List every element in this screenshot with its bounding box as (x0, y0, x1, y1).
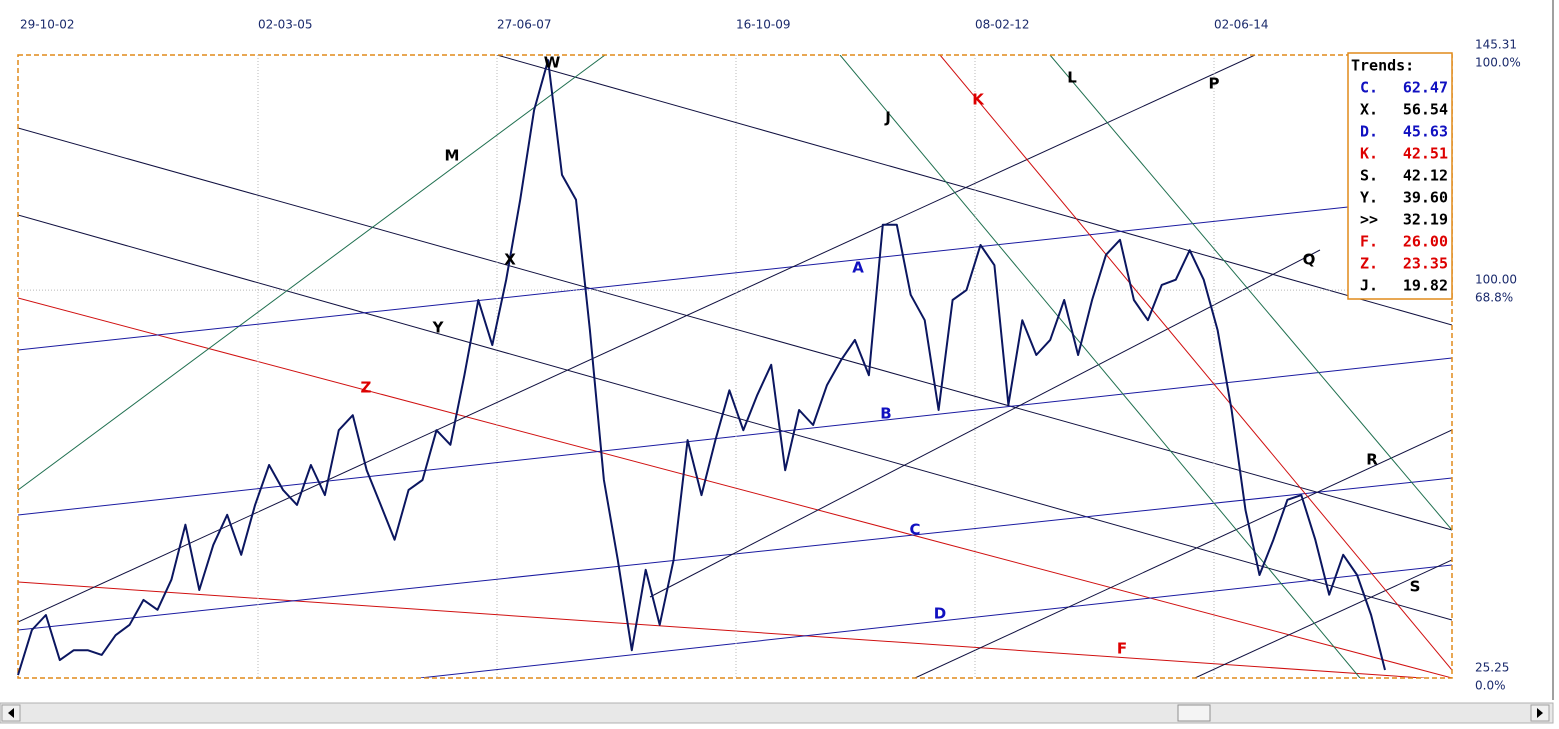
arrow-left (8, 708, 14, 718)
trend-line (914, 429, 1452, 678)
y-percent-label: 68.8% (1475, 291, 1513, 305)
trend-label: Y (432, 319, 445, 337)
trend-line (419, 564, 1452, 678)
trend-line (18, 55, 1256, 623)
trend-line (18, 127, 1452, 531)
trend-key: D. (1360, 123, 1378, 141)
trend-value: 56.54 (1403, 101, 1448, 119)
trend-line (649, 249, 1321, 598)
y-tick-label: 25.25 (1475, 661, 1509, 675)
y-percent-label: 100.0% (1475, 56, 1521, 70)
date-label: 27-06-07 (497, 18, 551, 32)
trend-line (939, 55, 1452, 671)
trend-label: Z (361, 379, 372, 397)
date-label: 08-02-12 (975, 18, 1029, 32)
trend-label: L (1067, 69, 1077, 87)
trend-label: B (880, 405, 891, 423)
trend-key: >> (1360, 211, 1378, 229)
trend-label: C (909, 521, 920, 539)
trend-value: 26.00 (1403, 233, 1448, 251)
trend-value: 32.19 (1403, 211, 1448, 229)
scrollbar[interactable] (0, 702, 1554, 724)
trend-value: 42.51 (1403, 145, 1448, 163)
trend-line (839, 55, 1361, 678)
y-tick-label: 145.31 (1475, 38, 1517, 52)
trend-key: X. (1360, 101, 1378, 119)
y-percent-label: 0.0% (1475, 679, 1506, 693)
trend-key: Y. (1360, 189, 1378, 207)
date-label: 29-10-02 (20, 18, 74, 32)
trend-label: J (884, 109, 891, 127)
price-line (17, 59, 1386, 676)
trend-line (18, 55, 606, 491)
y-tick-label: 100.00 (1475, 273, 1517, 287)
trend-key: S. (1360, 167, 1378, 185)
trend-value: 19.82 (1403, 277, 1448, 295)
trend-value: 39.60 (1403, 189, 1448, 207)
trend-line (18, 581, 1431, 678)
trend-label: F (1117, 640, 1127, 658)
trend-label: R (1366, 451, 1378, 469)
trend-value: 42.12 (1403, 167, 1448, 185)
trend-label: S (1410, 578, 1421, 596)
trend-label: P (1209, 75, 1220, 93)
trend-value: 62.47 (1403, 79, 1448, 97)
trend-line (1194, 559, 1452, 678)
trend-label: W (544, 54, 561, 72)
trend-value: 45.63 (1403, 123, 1448, 141)
trend-key: F. (1360, 233, 1378, 251)
trend-line (18, 357, 1452, 516)
trend-key: Z. (1360, 255, 1378, 273)
trend-value: 23.35 (1403, 255, 1448, 273)
trend-label: M (445, 147, 460, 165)
trends-title: Trends: (1351, 57, 1414, 75)
trend-line (18, 214, 1452, 621)
trend-line (18, 297, 1452, 678)
trend-lines (18, 55, 1452, 678)
trend-key: K. (1360, 145, 1378, 163)
trend-label: X (504, 251, 516, 269)
trend-line (18, 477, 1452, 631)
trend-line (18, 206, 1349, 351)
trends-box-frame (1347, 52, 1453, 300)
scroll-thumb[interactable] (1177, 704, 1211, 722)
date-label: 16-10-09 (736, 18, 790, 32)
date-label: 02-03-05 (258, 18, 312, 32)
trend-label: A (852, 259, 864, 277)
scroll-track[interactable] (0, 702, 1554, 724)
trend-key: J. (1360, 277, 1378, 295)
trend-label: D (934, 605, 946, 623)
trend-key: C. (1360, 79, 1378, 97)
trend-line (1049, 55, 1452, 531)
trend-label: K (972, 91, 985, 109)
trend-label: Q (1303, 251, 1316, 269)
plot-border (17, 54, 1453, 679)
trends-box: Trends: C. 62.47 X. 56.54 D. 45.63 K. 42.51 S. 42… (1347, 52, 1453, 300)
date-label: 02-06-14 (1214, 18, 1268, 32)
arrow-right (1537, 708, 1543, 718)
